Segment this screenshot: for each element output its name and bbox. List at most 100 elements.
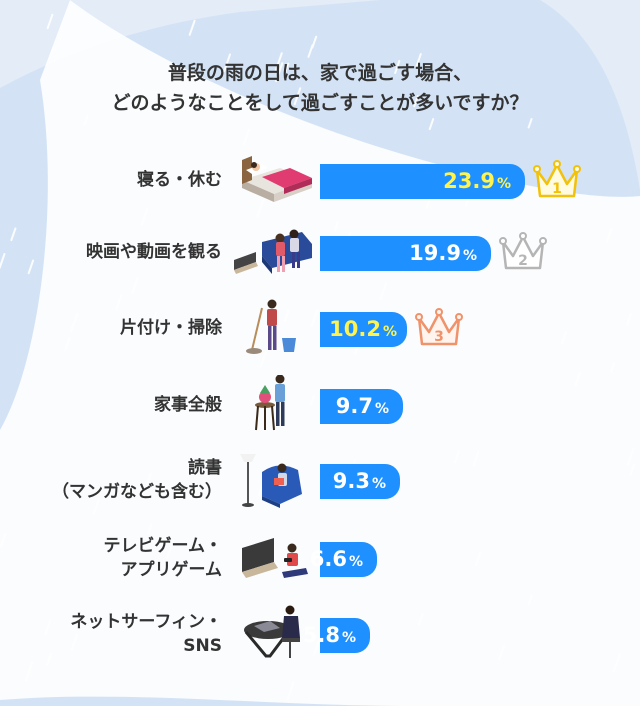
value-unit: % [371, 476, 386, 492]
category-label-line: 映画や動画を観る [86, 242, 222, 262]
raindrop [626, 447, 635, 466]
raindrop [131, 276, 139, 294]
value-label: 9.7% [336, 389, 389, 424]
bar-row: 家事全般 9.7% [0, 375, 640, 435]
bar-row: 映画や動画を観る 19.9% 2 [0, 222, 640, 282]
bar: 9.3% [320, 464, 400, 499]
raindrop [150, 311, 158, 327]
value-number: 6.6 [309, 547, 347, 571]
raindrop [188, 19, 196, 36]
bar-row: 寝る・休む 23.9% 1 [0, 150, 640, 210]
category-label: 片付け・掃除 [120, 298, 222, 358]
mop-cleaning-icon [246, 299, 296, 354]
raindrop [561, 331, 567, 344]
value-label: 19.9% [409, 236, 477, 271]
bar: 6.6% [310, 542, 377, 577]
value-unit: % [341, 630, 356, 646]
rank-number: 2 [518, 253, 528, 269]
chart-title: 普段の雨の日は、家で過ごす場合、 どのようなことをして過ごすことが多いですか？ [0, 58, 640, 118]
value-unit: % [382, 324, 397, 340]
value-number: 9.3 [332, 469, 370, 493]
category-label: 映画や動画を観る [86, 222, 222, 282]
armchair-reading-icon [240, 454, 302, 508]
raindrop [0, 253, 6, 269]
value-label: 6.6% [310, 542, 363, 577]
raindrop [309, 394, 315, 407]
raindrop [415, 53, 422, 69]
rank-number: 3 [434, 329, 444, 345]
bar: 10.2% [320, 312, 407, 347]
raindrop [626, 313, 632, 326]
raindrop [46, 652, 52, 666]
raindrop [293, 87, 302, 106]
value-unit: % [348, 554, 363, 570]
value-number: 23.9 [443, 169, 495, 193]
rank-number: 1 [552, 181, 562, 197]
raindrop [418, 612, 424, 626]
raindrop [256, 199, 264, 218]
chart-title-line-2: どのようなことをして過ごすことが多いですか？ [111, 92, 529, 114]
raindrop [286, 681, 295, 701]
bar: 19.9% [320, 236, 491, 271]
category-label-line: SNS [183, 636, 222, 656]
raindrop [92, 498, 100, 516]
raindrop [27, 259, 35, 275]
raindrop [527, 118, 533, 129]
raindrop [259, 350, 268, 368]
category-label: 家事全般 [154, 375, 222, 435]
value-label: 9.3% [333, 464, 386, 499]
raindrop [275, 265, 283, 281]
raindrop [629, 464, 635, 476]
value-label: 5.8% [303, 618, 356, 653]
value-number: 10.2 [329, 317, 381, 341]
raindrop [48, 47, 55, 60]
category-label: テレビゲーム・ アプリゲーム [104, 528, 223, 588]
value-label: 10.2% [329, 312, 397, 347]
category-label-line: （マンガなども含む） [52, 482, 222, 502]
raindrop [10, 227, 17, 242]
raindrop [454, 450, 460, 463]
value-unit: % [496, 176, 511, 192]
category-label: ネットサーフィン・ SNS [70, 604, 222, 664]
raindrop [166, 540, 175, 559]
bar-row: ネットサーフィン・ SNS 5.8% [0, 604, 640, 664]
crown-bronze-icon: 3 [415, 308, 463, 346]
chart-title-line-1: 普段の雨の日は、家で過ごす場合、 [167, 62, 473, 84]
value-number: 19.9 [409, 241, 461, 265]
laptop-desk-icon [244, 605, 300, 658]
category-label-line: アプリゲーム [120, 560, 223, 580]
raindrop [610, 362, 616, 373]
category-label-line: 片付け・掃除 [120, 318, 222, 338]
raindrop [283, 309, 290, 322]
game-console-icon [242, 538, 308, 578]
raindrop [428, 118, 435, 131]
raindrop [313, 638, 321, 656]
category-label-line: ネットサーフィン・ [70, 612, 222, 632]
raindrop [425, 197, 431, 209]
category-label-line: テレビゲーム・ [103, 536, 223, 556]
category-label: 読書 （マンガなども含む） [52, 450, 222, 510]
raindrop [64, 336, 71, 351]
category-label-line: 寝る・休む [137, 170, 222, 190]
value-number: 9.7 [335, 394, 373, 418]
raindrop [146, 473, 152, 485]
raindrop [310, 308, 319, 328]
raindrop [223, 53, 232, 73]
category-label-line: 家事全般 [154, 395, 222, 415]
raindrop [70, 633, 78, 651]
raindrop [242, 128, 250, 146]
raindrop [472, 451, 480, 467]
value-number: 5.8 [302, 623, 340, 647]
raindrop [605, 228, 613, 243]
raindrop [474, 551, 482, 567]
raindrop [44, 619, 52, 636]
category-label-line: 読書 [188, 458, 222, 478]
raindrop [333, 221, 339, 232]
bar: 5.8% [303, 618, 370, 653]
bar: 23.9% [320, 164, 525, 199]
sofa-tv-icon [234, 229, 312, 274]
housework-icon [255, 375, 285, 431]
bed-icon [242, 156, 312, 202]
raindrop [46, 13, 54, 30]
